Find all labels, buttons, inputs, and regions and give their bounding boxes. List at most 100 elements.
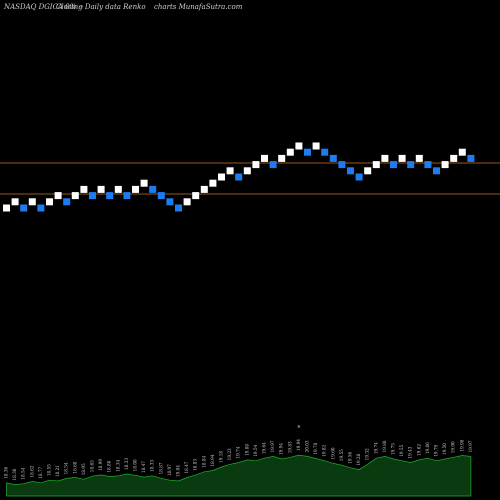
close-price-label: 19.74 (236, 446, 241, 458)
down-brick (37, 204, 45, 212)
close-price-label: 19.74 (373, 442, 378, 454)
up-brick (415, 154, 423, 162)
up-brick (183, 198, 191, 206)
down-brick (433, 167, 440, 175)
close-price-label: 19.98 (459, 439, 464, 451)
close-price-label: 19.28 (356, 453, 361, 465)
close-price-label: 18.65 (90, 460, 95, 472)
close-price-label: 18.36 (4, 466, 9, 478)
down-brick (338, 161, 346, 169)
close-price-label: 19.94 (296, 439, 301, 451)
down-brick (235, 173, 243, 181)
close-price-label: 19.90 (451, 441, 456, 453)
up-brick (11, 198, 19, 206)
close-price-label: 18.33 (150, 459, 155, 471)
chart-symbol-label: NASDAQ DGICA 0% -- (4, 3, 84, 11)
close-price-label: 19.97 (468, 440, 473, 452)
close-price-label: 18.84 (201, 455, 206, 467)
close-price-label: 19.75 (391, 443, 396, 455)
up-brick (46, 198, 53, 206)
close-price-label: 18.54 (21, 467, 26, 479)
close-price-label: 19.64 (262, 442, 267, 454)
close-price-label: 18.68 (72, 461, 77, 473)
close-price-label: 18.62 (29, 465, 34, 477)
up-brick (218, 173, 225, 181)
close-price-label: 18.83 (193, 459, 198, 471)
close-price-label: 19.23 (227, 448, 232, 460)
up-brick (54, 192, 62, 200)
close-price-label: 19.97 (270, 440, 275, 452)
close-price-label: 18.08 (133, 459, 138, 471)
up-brick (278, 154, 286, 162)
close-price-label: 19.88 (244, 444, 249, 456)
close-price-label: 18.95 (81, 463, 86, 475)
close-price-label: 18.21 (55, 465, 60, 477)
up-brick (295, 142, 303, 150)
volume-area (6, 454, 472, 497)
up-brick (441, 161, 449, 169)
close-price-label: 18.94 (210, 454, 215, 466)
up-brick (226, 167, 234, 175)
up-brick (458, 148, 466, 156)
close-price-label: 19.18 (219, 451, 224, 463)
up-brick (312, 142, 320, 150)
down-brick (157, 192, 165, 200)
close-price-label: 18.47 (141, 461, 146, 473)
volume-area-path (6, 454, 472, 497)
close-price-label: 18.47 (184, 461, 189, 473)
close-price-label: 19.32 (365, 448, 370, 460)
up-brick (243, 167, 251, 175)
close-price-label: 19.43 (408, 446, 413, 458)
up-brick (381, 154, 389, 162)
down-brick (329, 154, 337, 162)
close-price-label: 18.54 (64, 462, 69, 474)
close-price-label: 19.60 (330, 447, 335, 459)
close-price-label: 19.54 (253, 444, 258, 456)
up-brick (252, 161, 260, 169)
down-brick (321, 148, 329, 156)
chart-type-label: Closing Daily data Renko (56, 3, 146, 11)
close-price-label: 19.62 (416, 444, 421, 456)
close-price-label: 18.87 (158, 462, 163, 474)
up-brick (364, 167, 372, 175)
close-price-label: 19.88 (382, 440, 387, 452)
down-brick (269, 161, 277, 169)
level-lines (0, 162, 500, 195)
down-brick (106, 192, 114, 200)
down-brick (20, 204, 28, 212)
down-brick (175, 204, 182, 212)
close-price-label: 18.88 (107, 460, 112, 472)
close-price-label: 18.34 (115, 459, 120, 471)
up-brick (372, 161, 380, 169)
chart-site-label: charts MunafaSutra.com (154, 3, 243, 11)
close-price-label: 18.55 (47, 464, 52, 476)
up-brick (80, 185, 88, 193)
up-brick (3, 204, 10, 212)
up-brick (209, 179, 217, 187)
down-brick (424, 161, 432, 169)
up-brick (28, 198, 36, 206)
up-brick (398, 154, 406, 162)
volume-marker: * (297, 425, 300, 432)
close-price-label: 18.99 (98, 459, 103, 471)
close-price-label: 19.55 (399, 444, 404, 456)
up-brick (132, 185, 139, 193)
close-price-label: 19.55 (339, 449, 344, 461)
close-price-label: 19.50 (442, 443, 447, 455)
down-brick (467, 154, 475, 162)
up-brick (71, 192, 79, 200)
close-price-label: 19.78 (313, 442, 318, 454)
close-price-label: 19.94 (279, 443, 284, 455)
close-price-label: 20.03 (305, 440, 310, 452)
down-brick (347, 167, 354, 175)
close-price-label: 19.83 (287, 441, 292, 453)
up-brick (114, 185, 122, 193)
up-brick (286, 148, 294, 156)
up-brick (261, 154, 268, 162)
down-brick (304, 148, 311, 156)
close-price-label: 19.56 (348, 452, 353, 464)
down-brick (407, 161, 415, 169)
close-price-label: 18.97 (167, 464, 172, 476)
down-brick (123, 192, 131, 200)
